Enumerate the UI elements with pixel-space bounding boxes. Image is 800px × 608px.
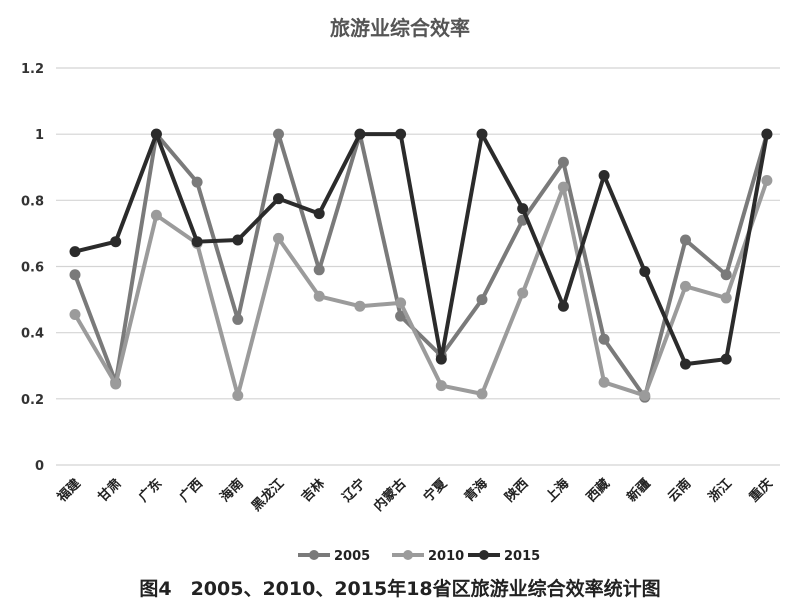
data-point [232, 234, 244, 246]
series-line-2005 [73, 132, 769, 400]
data-point [720, 269, 732, 281]
data-point [761, 128, 773, 140]
legend-label: 2005 [334, 549, 370, 564]
legend-marker [479, 550, 489, 560]
y-tick-label: 0.2 [21, 393, 44, 408]
data-point [598, 170, 610, 182]
data-point [476, 128, 488, 140]
legend-item-2005: 2005 [298, 549, 370, 564]
data-point [395, 297, 407, 309]
y-tick-label: 0.8 [21, 194, 44, 209]
data-point [273, 232, 284, 244]
data-point [680, 358, 691, 370]
data-point [598, 333, 610, 345]
data-point [639, 265, 651, 277]
data-point [313, 264, 325, 276]
data-point [395, 128, 407, 140]
data-point [639, 390, 651, 402]
data-point [232, 313, 244, 325]
series-line-2010 [73, 179, 769, 398]
data-point [191, 176, 203, 188]
data-point [395, 310, 407, 322]
data-point [273, 193, 284, 205]
x-tick-label: 宁夏 [420, 475, 450, 505]
data-point [232, 390, 244, 402]
series-2010 [69, 174, 773, 402]
x-tick-label: 青海 [461, 476, 491, 506]
data-point [69, 269, 81, 281]
x-tick-label: 福建 [53, 476, 83, 506]
series-line-2015 [74, 132, 769, 367]
data-point [150, 209, 162, 221]
x-tick-label: 重庆 [746, 476, 776, 506]
y-tick-label: 1 [35, 128, 44, 143]
data-point [598, 376, 610, 388]
legend-item-2010: 2010 [392, 549, 464, 564]
data-point [273, 128, 284, 140]
data-point [354, 300, 366, 312]
y-tick-label: 0.6 [21, 261, 44, 276]
legend-label: 2010 [428, 549, 464, 564]
x-tick-label: 吉林 [298, 476, 328, 506]
figure-caption: 图4 2005、2010、2015年18省区旅游业综合效率统计图 [139, 578, 661, 600]
x-tick-label: 广西 [176, 476, 206, 506]
series-2015 [69, 128, 773, 370]
data-point [517, 287, 529, 299]
data-point [557, 300, 569, 312]
x-tick-label: 新疆 [624, 476, 654, 506]
data-point [110, 236, 122, 248]
data-point [435, 353, 447, 365]
x-tick-label: 黑龙江 [248, 476, 287, 515]
x-tick-label: 浙江 [705, 476, 735, 506]
x-tick-label: 内蒙古 [371, 476, 410, 515]
data-point [476, 388, 488, 400]
data-point [557, 156, 569, 168]
x-tick-label: 西藏 [583, 476, 613, 506]
data-point [313, 290, 325, 302]
data-point [150, 128, 162, 140]
data-point [435, 380, 447, 392]
data-point [69, 308, 81, 320]
data-point [680, 280, 691, 292]
legend-label: 2015 [504, 549, 540, 564]
legend-item-2015: 2015 [468, 549, 540, 564]
data-point [720, 353, 732, 365]
y-tick-label: 1.2 [21, 62, 44, 77]
data-point [680, 234, 691, 246]
chart-title: 旅游业综合效率 [330, 16, 470, 40]
x-tick-label: 云南 [665, 476, 695, 506]
data-point [110, 378, 122, 390]
x-tick-label: 海南 [217, 476, 247, 506]
series-2005 [69, 128, 773, 403]
legend-marker [403, 550, 413, 560]
x-tick-label: 陕西 [502, 476, 532, 506]
legend-marker [309, 550, 319, 560]
x-tick-label: 广东 [136, 476, 166, 506]
data-point [69, 246, 81, 258]
y-tick-label: 0.4 [21, 327, 44, 342]
data-point [557, 181, 569, 193]
data-point [354, 128, 366, 140]
data-point [720, 292, 732, 304]
data-point [476, 294, 488, 306]
x-tick-label: 辽宁 [339, 476, 369, 506]
x-tick-label: 上海 [543, 476, 573, 506]
y-tick-label: 0 [35, 459, 44, 474]
data-point [313, 208, 325, 220]
x-tick-label: 甘肃 [95, 476, 125, 506]
data-point [191, 236, 203, 248]
data-point [517, 203, 529, 215]
data-point [761, 174, 773, 186]
